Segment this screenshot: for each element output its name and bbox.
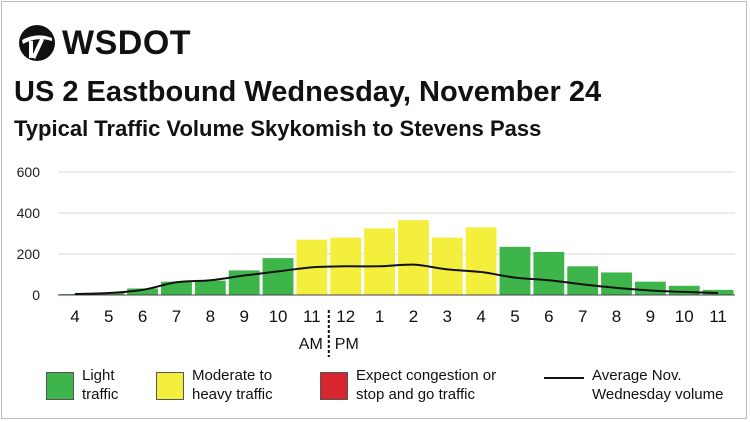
legend: Light traffic Moderate to heavy traffic … — [0, 366, 750, 418]
bar — [127, 288, 159, 295]
brand-name: WSDOT — [62, 24, 192, 62]
bar — [465, 227, 497, 295]
x-tick-label: 9 — [646, 307, 655, 326]
bar — [533, 251, 565, 295]
x-tick-label: 10 — [269, 307, 288, 326]
x-tick-label: 10 — [675, 307, 694, 326]
bar — [364, 228, 395, 295]
bar — [59, 293, 91, 295]
bar — [398, 220, 429, 295]
legend-label-light: Light traffic — [82, 367, 119, 403]
x-tick-label: 9 — [239, 307, 248, 326]
chart-title: US 2 Eastbound Wednesday, November 24 — [14, 76, 602, 108]
legend-label-congestion: Expect congestion or stop and go traffic — [356, 367, 497, 403]
legend-swatch-moderate — [156, 372, 184, 400]
legend-item-line: Average Nov. Wednesday volume — [544, 366, 723, 404]
x-tick-label: 4 — [70, 307, 79, 326]
bar — [431, 237, 463, 295]
x-tick-label: 5 — [510, 307, 519, 326]
chart-subtitle: Typical Traffic Volume Skykomish to Stev… — [14, 116, 542, 141]
legend-item-light: Light traffic — [46, 366, 118, 404]
x-tick-label: 7 — [172, 307, 181, 326]
x-tick-label: 11 — [709, 307, 727, 326]
x-tick-label: 11 — [303, 307, 321, 326]
legend-swatch-congestion — [320, 372, 348, 400]
legend-item-moderate: Moderate to heavy traffic — [156, 366, 273, 404]
average-volume-line — [74, 263, 719, 295]
legend-item-congestion: Expect congestion or stop and go traffic — [320, 366, 496, 404]
bar — [634, 281, 666, 295]
x-tick-label: 6 — [138, 307, 147, 326]
am-label: AM — [299, 336, 323, 353]
bar — [567, 266, 599, 295]
x-tick-label: 12 — [336, 307, 355, 326]
x-tick-label: 2 — [409, 307, 418, 326]
x-tick-label: 6 — [544, 307, 553, 326]
wsdot-logo: WSDOT — [18, 24, 191, 62]
x-tick-label: 7 — [578, 307, 587, 326]
x-tick-label: 4 — [476, 307, 485, 326]
pm-label: PM — [335, 336, 359, 353]
y-tick-label: 600 — [17, 164, 41, 180]
bar — [668, 285, 700, 295]
x-tick-label: 1 — [375, 307, 384, 326]
legend-label-moderate: Moderate to heavy traffic — [192, 367, 273, 403]
legend-swatch-light — [46, 372, 74, 400]
wsdot-emblem-icon — [19, 25, 55, 61]
y-tick-label: 0 — [32, 287, 40, 303]
legend-label-line: Average Nov. Wednesday volume — [592, 367, 724, 403]
x-tick-label: 5 — [104, 307, 113, 326]
bar — [601, 272, 632, 295]
bar — [499, 246, 531, 295]
x-tick-label: 8 — [612, 307, 621, 326]
legend-line-sample — [544, 377, 584, 379]
y-tick-label: 200 — [17, 246, 41, 262]
x-tick-label: 3 — [443, 307, 452, 326]
x-tick-label: 8 — [206, 307, 215, 326]
y-tick-label: 400 — [17, 205, 41, 221]
bar — [194, 280, 226, 295]
bar — [262, 258, 294, 295]
bar — [161, 281, 192, 295]
